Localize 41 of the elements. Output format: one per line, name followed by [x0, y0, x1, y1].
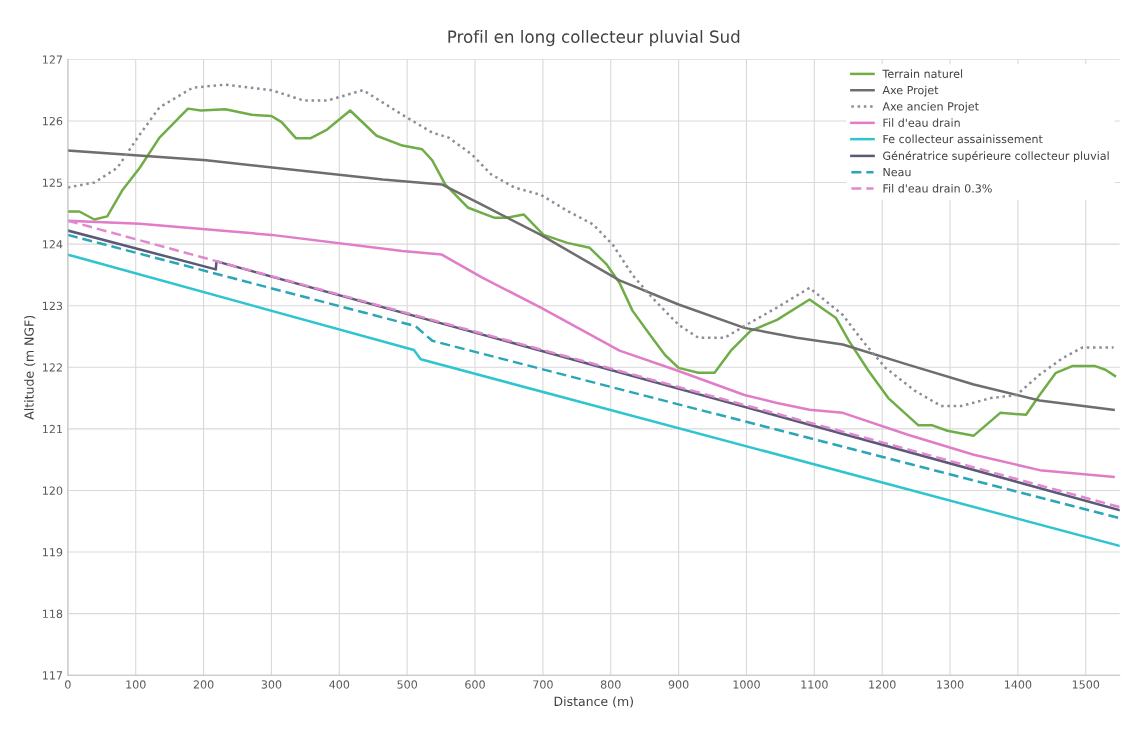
legend-label: Fil d'eau drain — [883, 118, 960, 127]
x-tick-label: 400 — [329, 680, 350, 689]
x-tick-label: 300 — [261, 680, 282, 689]
x-tick-label: 1200 — [869, 680, 896, 689]
x-tick-label: 100 — [126, 680, 146, 689]
y-tick-label: 117 — [43, 671, 63, 680]
x-tick-label: 1100 — [801, 680, 828, 689]
x-tick-label: 1500 — [1072, 680, 1100, 689]
x-tick-label: 1000 — [733, 680, 760, 689]
y-tick-label: 126 — [43, 116, 63, 126]
x-tick-label: 500 — [397, 680, 418, 689]
y-tick-label: 120 — [43, 486, 63, 495]
y-tick-label: 124 — [43, 240, 63, 249]
x-tick-label: 900 — [668, 680, 689, 689]
legend-label: Fil d'eau drain 0.3% — [883, 183, 992, 193]
y-axis-title: Altitude (m NGF) — [24, 315, 36, 420]
line-series — [67, 83, 1115, 408]
y-tick-label: 122 — [43, 363, 62, 372]
legend-label: Axe Projet — [882, 85, 939, 97]
legend-label: Axe ancien Projet — [882, 101, 979, 113]
x-tick-label: 800 — [600, 680, 621, 689]
line-series — [67, 253, 1120, 548]
chart-title: Profil en long collecteur pluvial Sud — [448, 30, 740, 47]
y-tick-label: 121 — [43, 424, 62, 434]
legend-label: Neau — [883, 168, 911, 177]
x-tick-label: 700 — [533, 680, 553, 689]
x-axis-title: Distance (m) — [554, 696, 633, 708]
line-series — [67, 149, 1115, 412]
x-tick-label: 600 — [465, 680, 485, 689]
x-tick-label: 1400 — [1004, 680, 1032, 689]
y-tick-label: 127 — [43, 55, 63, 64]
y-tick-label: 119 — [43, 548, 63, 557]
x-tick-label: 0 — [65, 680, 71, 689]
x-tick-label: 1300 — [937, 680, 964, 689]
x-tick-label: 200 — [193, 680, 214, 689]
y-tick-label: 125 — [43, 178, 63, 187]
y-tick-label: 118 — [43, 609, 63, 619]
legend-label: Génératrice supérieure collecteur pluvial — [883, 150, 1109, 163]
y-tick-label: 123 — [43, 301, 63, 311]
legend-label: Terrain naturel — [882, 69, 963, 78]
legend-label: Fe collecteur assainissement — [883, 134, 1043, 144]
